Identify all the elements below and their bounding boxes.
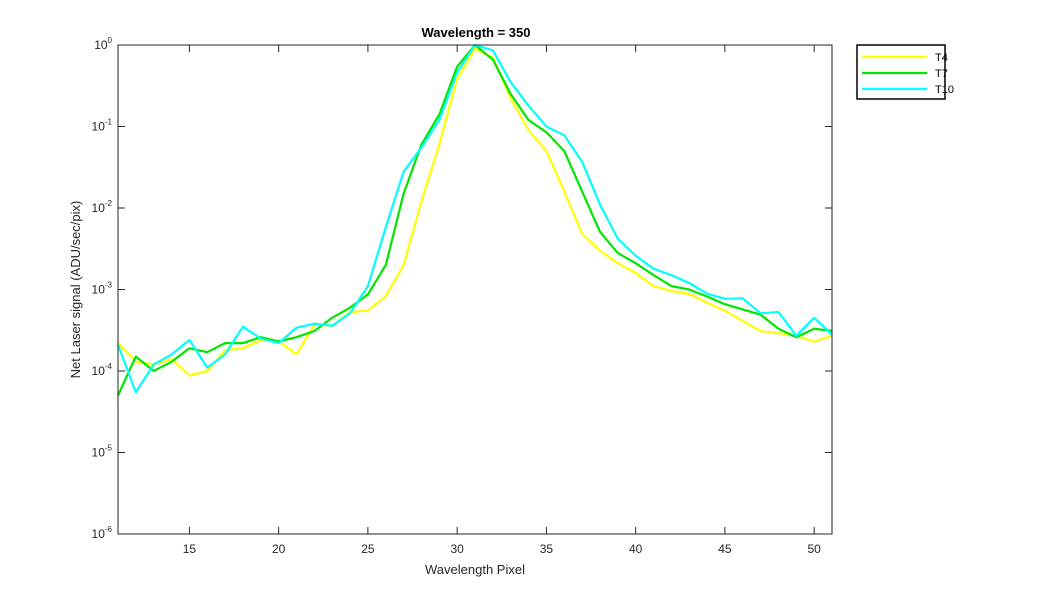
y-tick-base: 10 <box>94 38 108 52</box>
plot-area: 15 20 25 30 35 40 45 50 10-610-510-410-310-210-… <box>92 36 833 556</box>
y-tick-exponent: -6 <box>105 525 113 534</box>
x-tick-label: 20 <box>272 542 286 556</box>
y-tick-base: 10 <box>92 120 106 134</box>
y-tick-label: 10-2 <box>92 199 113 215</box>
y-tick-exponent: 0 <box>108 36 113 45</box>
y-tick-base: 10 <box>92 527 106 541</box>
y-tick-label: 10-5 <box>92 444 113 460</box>
y-tick-exponent: -2 <box>105 199 113 208</box>
x-tick-label: 35 <box>540 542 554 556</box>
y-tick-exponent: -4 <box>105 362 113 371</box>
x-tick-label: 40 <box>629 542 643 556</box>
legend-label-t4: T4 <box>935 52 948 64</box>
y-tick-label: 100 <box>94 36 112 52</box>
x-axis-ticks: 15 20 25 30 35 40 45 50 <box>183 45 821 556</box>
y-axis-label: Net Laser signal (ADU/sec/pix) <box>68 201 83 379</box>
x-tick-label: 30 <box>450 542 464 556</box>
series-line-t4 <box>117 47 833 377</box>
legend-items: T4 T7 T10 <box>862 52 954 96</box>
chart-title: Wavelength = 350 <box>422 25 531 40</box>
y-tick-label: 10-6 <box>92 525 113 541</box>
legend-label-t7: T7 <box>935 68 948 80</box>
y-tick-exponent: -5 <box>105 444 113 453</box>
y-tick-label: 10-4 <box>92 362 113 378</box>
x-tick-label: 15 <box>183 542 197 556</box>
x-tick-label: 50 <box>807 542 821 556</box>
plot-background <box>118 45 832 534</box>
y-tick-base: 10 <box>92 201 106 215</box>
y-tick-base: 10 <box>92 283 106 297</box>
x-axis-label: Wavelength Pixel <box>425 562 525 577</box>
y-tick-label: 10-1 <box>92 118 113 134</box>
y-tick-exponent: -1 <box>105 118 113 127</box>
x-tick-label: 25 <box>361 542 375 556</box>
y-tick-label: 10-3 <box>92 281 113 297</box>
y-tick-base: 10 <box>92 446 106 460</box>
y-tick-exponent: -3 <box>105 281 113 290</box>
legend: T4 T7 T10 <box>856 44 954 100</box>
y-tick-base: 10 <box>92 364 106 378</box>
legend-label-t10: T10 <box>935 84 954 96</box>
x-tick-label: 45 <box>718 542 732 556</box>
